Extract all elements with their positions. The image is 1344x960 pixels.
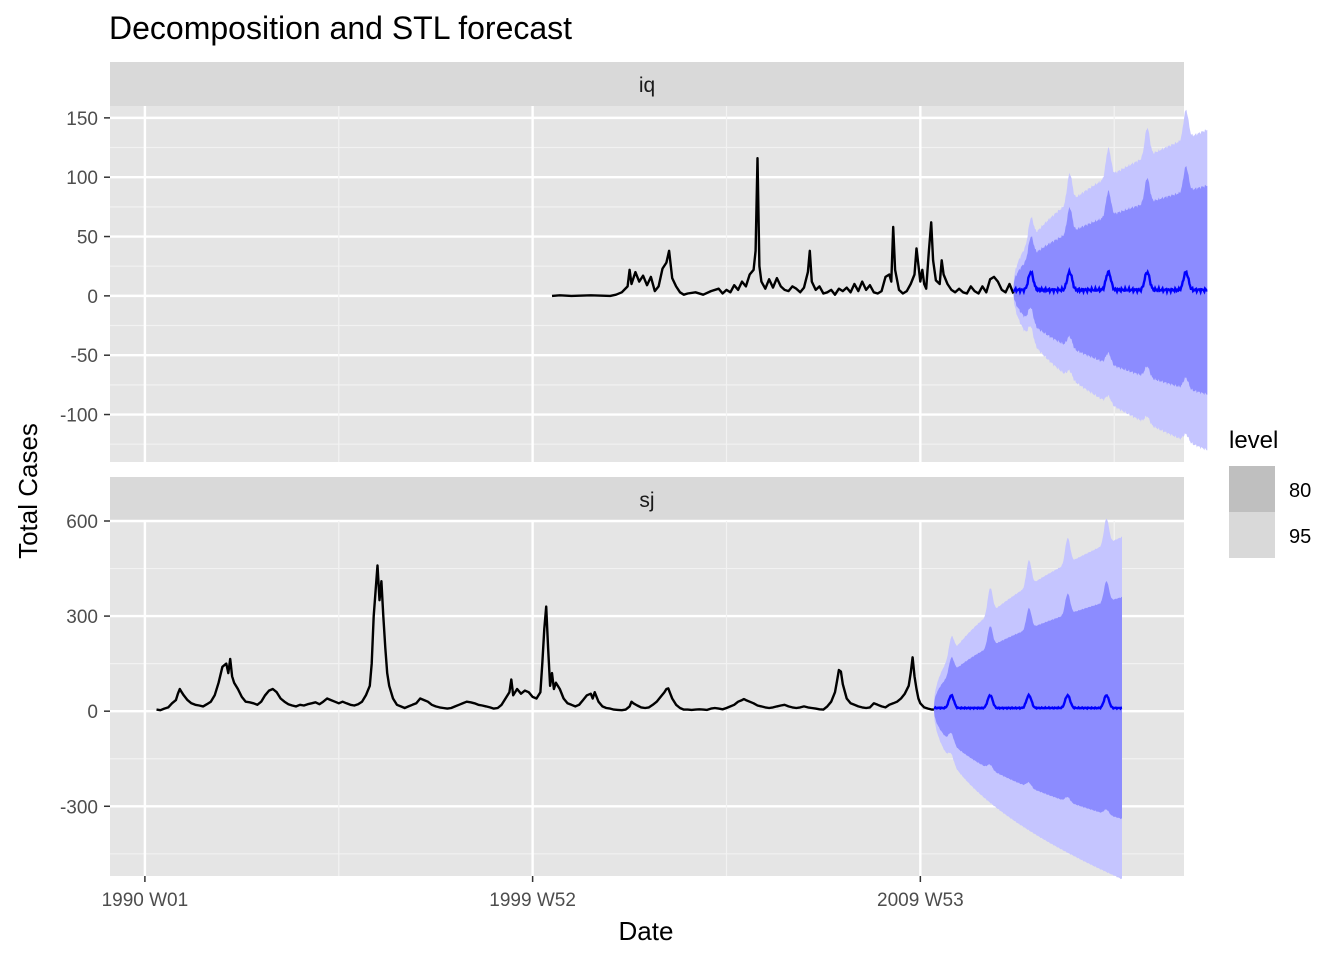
y-tick-label: 0 bbox=[87, 702, 98, 723]
facet-strip-iq bbox=[110, 62, 1184, 106]
x-tick-label: 1990 W01 bbox=[102, 890, 189, 911]
y-tick-label: 150 bbox=[66, 109, 98, 130]
y-axis-label: Total Cases bbox=[13, 423, 43, 559]
y-tick-label: 0 bbox=[87, 287, 98, 308]
facet-strip-sj bbox=[110, 477, 1184, 521]
x-tick-label: 2009 W53 bbox=[877, 890, 964, 911]
forecast-mean-line-sj bbox=[933, 692, 1123, 711]
y-tick-label: 600 bbox=[66, 512, 98, 533]
chart-title: Decomposition and STL forecast bbox=[109, 10, 572, 46]
x-tick-label: 1999 W52 bbox=[489, 890, 576, 911]
history-line-sj bbox=[156, 564, 934, 712]
y-tick-label: -300 bbox=[60, 797, 98, 818]
facet-iq: iq 150 100 50 0 -50 -100 bbox=[60, 62, 1208, 462]
y-tick-label: 100 bbox=[66, 168, 98, 189]
legend: level 80 95 bbox=[1229, 427, 1311, 558]
history-line-iq bbox=[551, 156, 1015, 298]
y-tick-label: 50 bbox=[77, 228, 98, 249]
y-tick-label: 300 bbox=[66, 607, 98, 628]
legend-items: 80 95 bbox=[1229, 466, 1311, 558]
legend-key-80 bbox=[1229, 466, 1275, 512]
legend-title: level bbox=[1229, 427, 1278, 454]
facet-strip-label-iq: iq bbox=[639, 74, 655, 97]
facet-sj: sj 600 300 0 -300 1990 W01 1999 W52 2009 W53 bbox=[60, 477, 1184, 911]
legend-key-95 bbox=[1229, 512, 1275, 558]
facet-strip-label-sj: sj bbox=[639, 489, 654, 512]
forecast-mean-line-iq bbox=[1012, 266, 1208, 296]
legend-label-80: 80 bbox=[1289, 480, 1311, 502]
facet-panels: iq 150 100 50 0 -50 -100 sj 600 300 0 -300 1990 W01 1… bbox=[60, 62, 1208, 911]
legend-label-95: 95 bbox=[1289, 526, 1311, 548]
x-axis-label: Date bbox=[619, 916, 674, 946]
y-tick-label: -50 bbox=[71, 346, 98, 367]
y-tick-label: -100 bbox=[60, 406, 98, 427]
forecast-band-80-sj bbox=[933, 581, 1122, 820]
